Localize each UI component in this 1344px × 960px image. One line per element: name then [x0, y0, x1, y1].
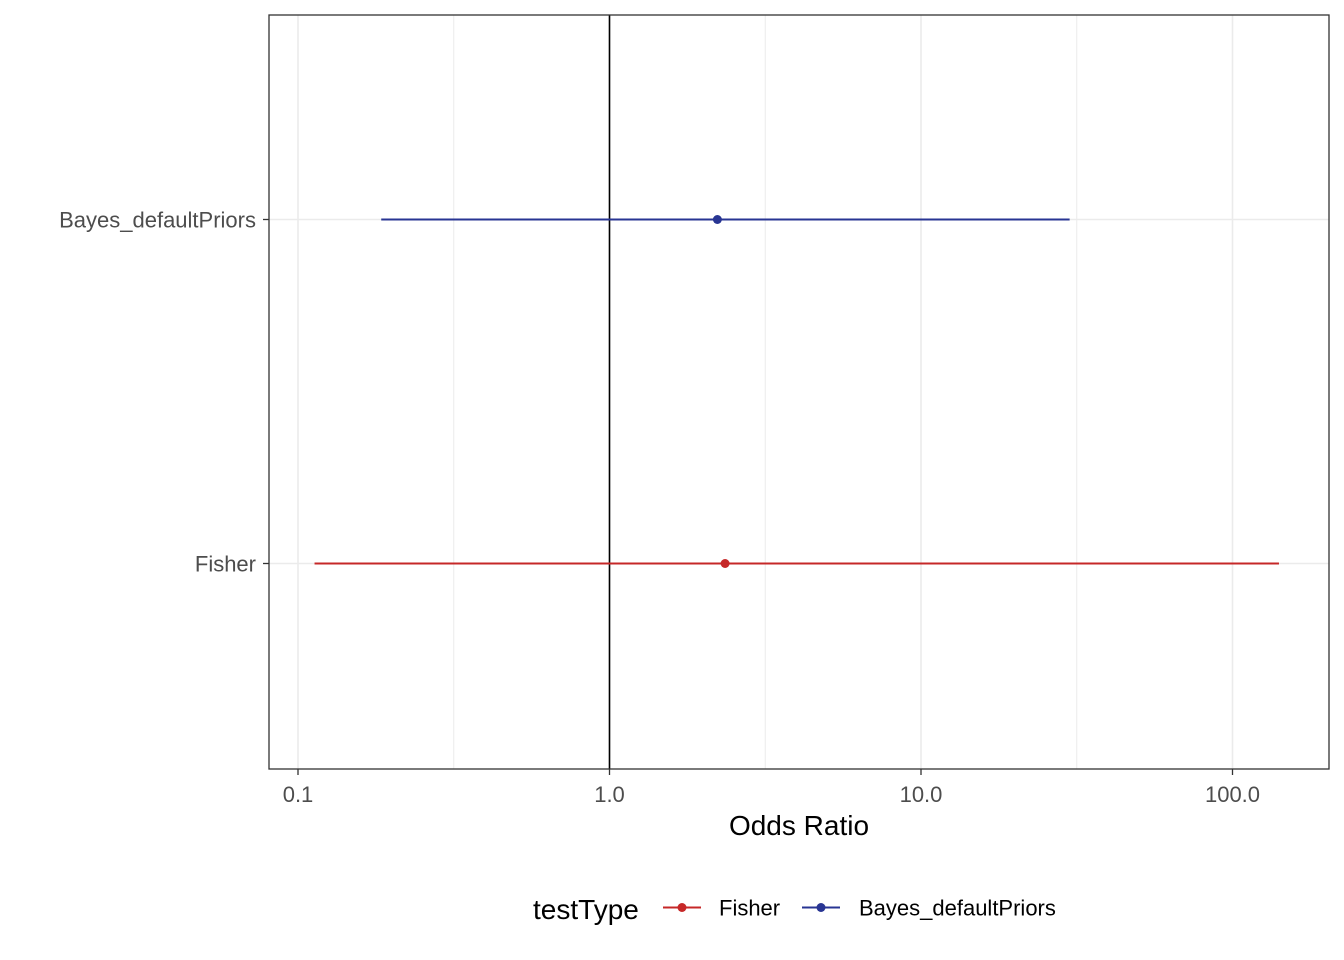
- legend-key-point-Fisher: [677, 903, 687, 912]
- x-tick-label: 0.1: [283, 782, 314, 807]
- legend-label-Bayes_defaultPriors: Bayes_defaultPriors: [859, 896, 1056, 921]
- x-tick-label: 10.0: [900, 782, 943, 807]
- point-estimate-Fisher: [720, 559, 730, 568]
- y-tick-label: Bayes_defaultPriors: [59, 208, 256, 233]
- x-tick-label: 100.0: [1205, 782, 1260, 807]
- legend-key-point-Bayes_defaultPriors: [816, 903, 826, 912]
- legend: testType Fisher Bayes_defaultPriors: [533, 894, 1056, 925]
- legend-label-Fisher: Fisher: [719, 896, 780, 921]
- data-marks: [314, 215, 1279, 568]
- x-tick-label: 1.0: [594, 782, 625, 807]
- x-axis-title: Odds Ratio: [729, 810, 869, 841]
- legend-title: testType: [533, 894, 639, 925]
- point-estimate-Bayes_defaultPriors: [712, 215, 722, 224]
- y-tick-label: Fisher: [195, 552, 256, 577]
- panel-border: [268, 14, 1330, 770]
- axes: 0.1 1.0 10.0 100.0 Bayes_defaultPriors Fisher: [59, 208, 1260, 808]
